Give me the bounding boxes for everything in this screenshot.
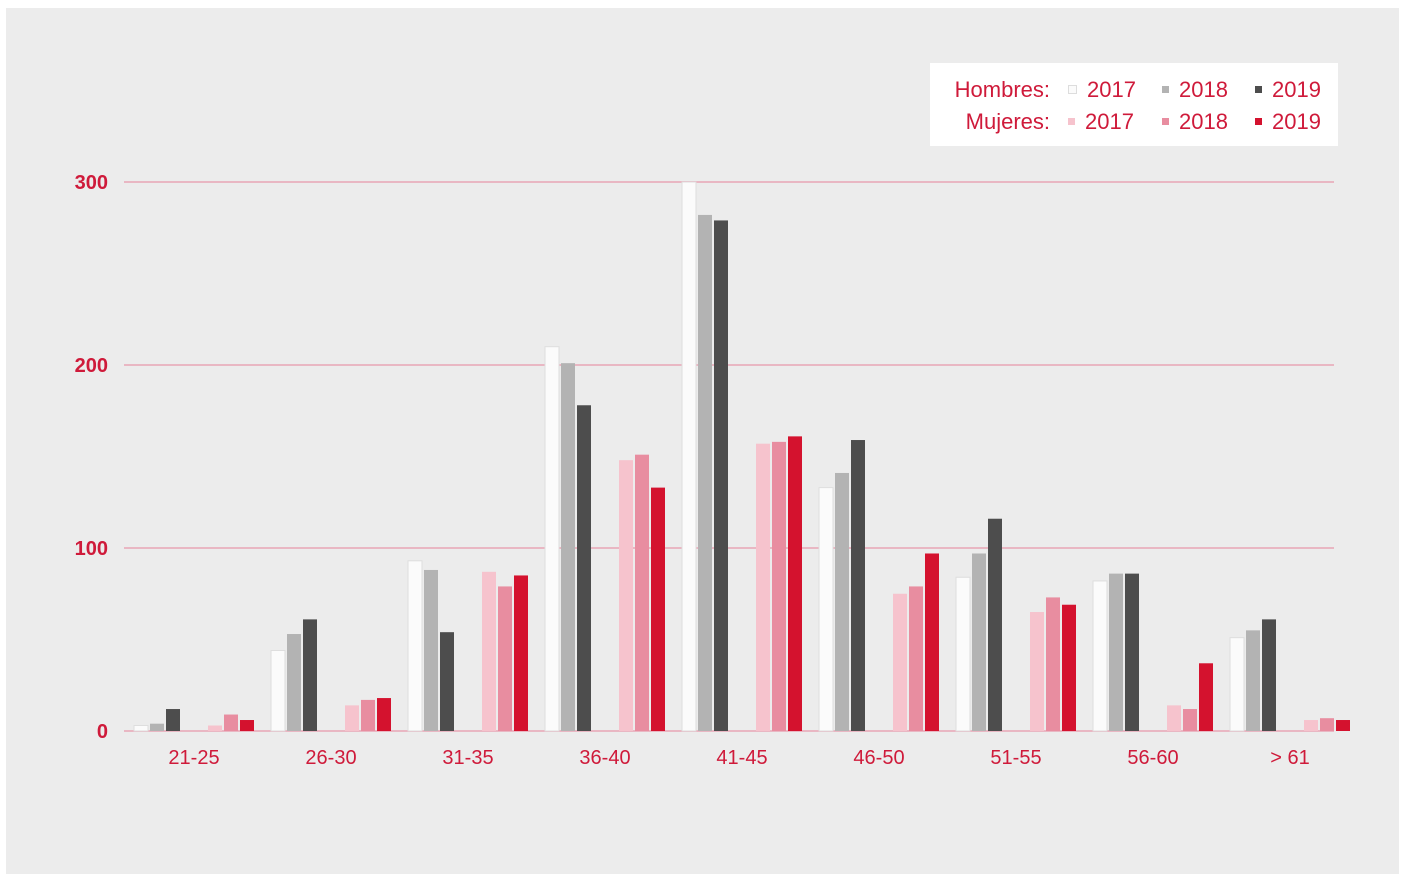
bar-mujeres-2018 (224, 714, 238, 731)
chart-panel: 0 100 200 300 21-25 26-30 31-35 36-40 41-45 46-50… (6, 8, 1399, 874)
legend-item: 2019 (1255, 109, 1321, 135)
bar-hombres-2017 (955, 576, 971, 732)
bar-hombres-2017 (544, 346, 560, 732)
legend-swatch (1162, 117, 1169, 125)
legend-swatch (1255, 85, 1262, 93)
bar-hombres-2018 (287, 634, 301, 731)
bar-mujeres-2017 (345, 705, 359, 731)
x-tick-label: 26-30 (305, 747, 356, 769)
x-tick-label: 56-60 (1127, 747, 1178, 769)
bar-hombres-2018 (972, 553, 986, 731)
bar-mujeres-2017 (756, 443, 770, 731)
legend: Hombres: 2017 2018 2019 Mujeres: 2017 20… (930, 63, 1338, 146)
legend-swatch (1068, 117, 1075, 125)
bar-hombres-2019 (166, 709, 180, 731)
x-tick-label: > 61 (1270, 747, 1309, 769)
x-tick-label: 51-55 (990, 747, 1041, 769)
bar-hombres-2017 (1229, 637, 1245, 732)
bar-hombres-2019 (1125, 573, 1139, 731)
bar-mujeres-2019 (377, 698, 391, 731)
bar-mujeres-2018 (361, 699, 375, 731)
bar-hombres-2017 (818, 487, 834, 732)
legend-swatch (1255, 117, 1262, 125)
bar-hombres-2019 (714, 220, 728, 731)
bar-mujeres-2017 (619, 460, 633, 731)
bar-hombres-2019 (851, 440, 865, 731)
bar-mujeres-2018 (635, 454, 649, 731)
y-tick-label: 0 (97, 721, 108, 743)
bar-hombres-2019 (1262, 619, 1276, 731)
bar-mujeres-2019 (514, 575, 528, 731)
bar-mujeres-2019 (651, 487, 665, 731)
bar-mujeres-2019 (1199, 663, 1213, 731)
bar-mujeres-2017 (1030, 612, 1044, 731)
bar-mujeres-2018 (498, 586, 512, 731)
x-tick-label: 41-45 (716, 747, 767, 769)
x-tick-label: 31-35 (442, 747, 493, 769)
bar-mujeres-2018 (772, 441, 786, 731)
bar-hombres-2017 (270, 649, 286, 732)
bar-hombres-2018 (424, 569, 438, 731)
x-tick-label: 21-25 (168, 747, 219, 769)
bar-hombres-2018 (561, 363, 575, 731)
legend-group-label: Hombres: (954, 77, 1050, 102)
bar-mujeres-2017 (1304, 720, 1318, 731)
bar-hombres-2019 (577, 405, 591, 731)
bar-mujeres-2019 (788, 436, 802, 731)
bar-mujeres-2018 (1046, 597, 1060, 731)
bar-mujeres-2017 (208, 725, 222, 731)
y-tick-label: 300 (75, 172, 108, 194)
bar-hombres-2018 (698, 214, 712, 731)
legend-item-label: 2019 (1272, 77, 1321, 102)
legend-item: 2017 (1068, 77, 1136, 103)
legend-item: 2018 (1162, 109, 1228, 135)
legend-item: 2017 (1068, 109, 1134, 135)
bar-hombres-2017 (681, 181, 697, 732)
legend-item-label: 2019 (1272, 109, 1321, 134)
bar-mujeres-2019 (1336, 720, 1350, 731)
bar-chart: 0 100 200 300 21-25 26-30 31-35 36-40 41-45 46-50… (75, 172, 1350, 769)
bar-mujeres-2018 (1320, 718, 1334, 731)
legend-item-label: 2017 (1087, 77, 1136, 102)
bar-mujeres-2018 (909, 586, 923, 731)
bar-mujeres-2019 (240, 720, 254, 731)
legend-item: 2018 (1162, 77, 1228, 103)
bar-hombres-2017 (407, 560, 423, 732)
legend-item: 2019 (1255, 77, 1321, 103)
bar-hombres-2017 (1092, 580, 1108, 732)
bar-mujeres-2017 (482, 571, 496, 731)
bar-hombres-2019 (988, 518, 1002, 731)
bar-hombres-2018 (1109, 573, 1123, 731)
legend-row-hombres: Hombres: 2017 2018 2019 (930, 71, 1338, 103)
bar-hombres-2018 (150, 723, 164, 731)
y-tick-label: 100 (75, 538, 108, 560)
bar-mujeres-2018 (1183, 709, 1197, 731)
legend-row-mujeres: Mujeres: 2017 2018 2019 (930, 103, 1338, 135)
legend-item-label: 2018 (1179, 77, 1228, 102)
bar-hombres-2017 (133, 725, 149, 732)
legend-group-label: Mujeres: (965, 109, 1050, 134)
x-tick-label: 46-50 (853, 747, 904, 769)
bar-hombres-2019 (440, 632, 454, 731)
legend-swatch (1162, 85, 1169, 93)
legend-item-label: 2017 (1085, 109, 1134, 134)
y-tick-label: 200 (75, 355, 108, 377)
legend-item-label: 2018 (1179, 109, 1228, 134)
legend-swatch (1068, 84, 1077, 94)
bar-hombres-2019 (303, 619, 317, 731)
bar-hombres-2018 (835, 472, 849, 731)
x-tick-label: 36-40 (579, 747, 630, 769)
bar-hombres-2018 (1246, 630, 1260, 731)
bar-mujeres-2019 (925, 553, 939, 731)
bar-mujeres-2017 (893, 593, 907, 731)
bar-mujeres-2019 (1062, 604, 1076, 731)
bar-mujeres-2017 (1167, 705, 1181, 731)
